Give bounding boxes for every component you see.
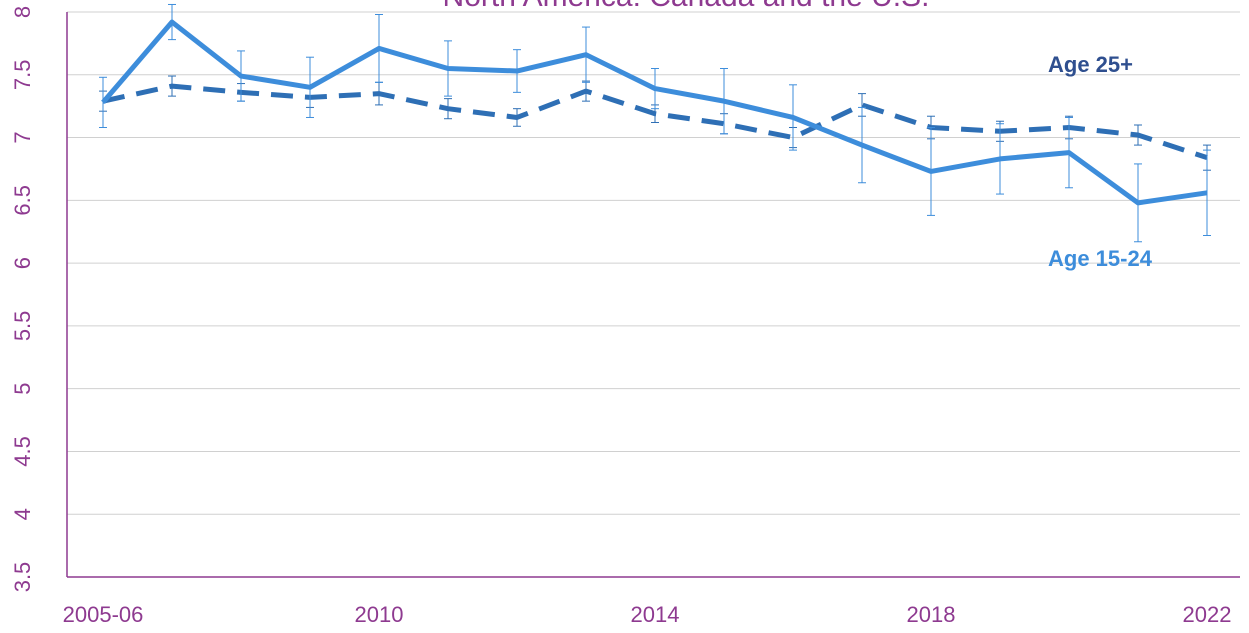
y-tick-label: 5 [10,383,35,395]
series-line [101,19,1208,206]
x-tick-label: 2014 [631,602,680,627]
series-line [102,83,1208,161]
chart-title: North America: Canada and the U.S. [443,0,930,13]
series-label: Age 15-24 [1048,246,1153,271]
y-tick-label: 7 [10,131,35,143]
y-tick-label: 5.5 [10,311,35,342]
y-tick-label: 8 [10,6,35,18]
y-tick-label: 6.5 [10,185,35,216]
x-tick-label: 2022 [1183,602,1232,627]
x-tick-label: 2010 [355,602,404,627]
y-tick-label: 4 [10,508,35,520]
y-tick-label: 4.5 [10,436,35,467]
x-tick-label: 2005-06 [63,602,144,627]
series-label: Age 25+ [1048,52,1133,77]
y-tick-label: 3.5 [10,562,35,593]
y-tick-label: 7.5 [10,59,35,90]
x-tick-label: 2018 [907,602,956,627]
y-tick-label: 6 [10,257,35,269]
